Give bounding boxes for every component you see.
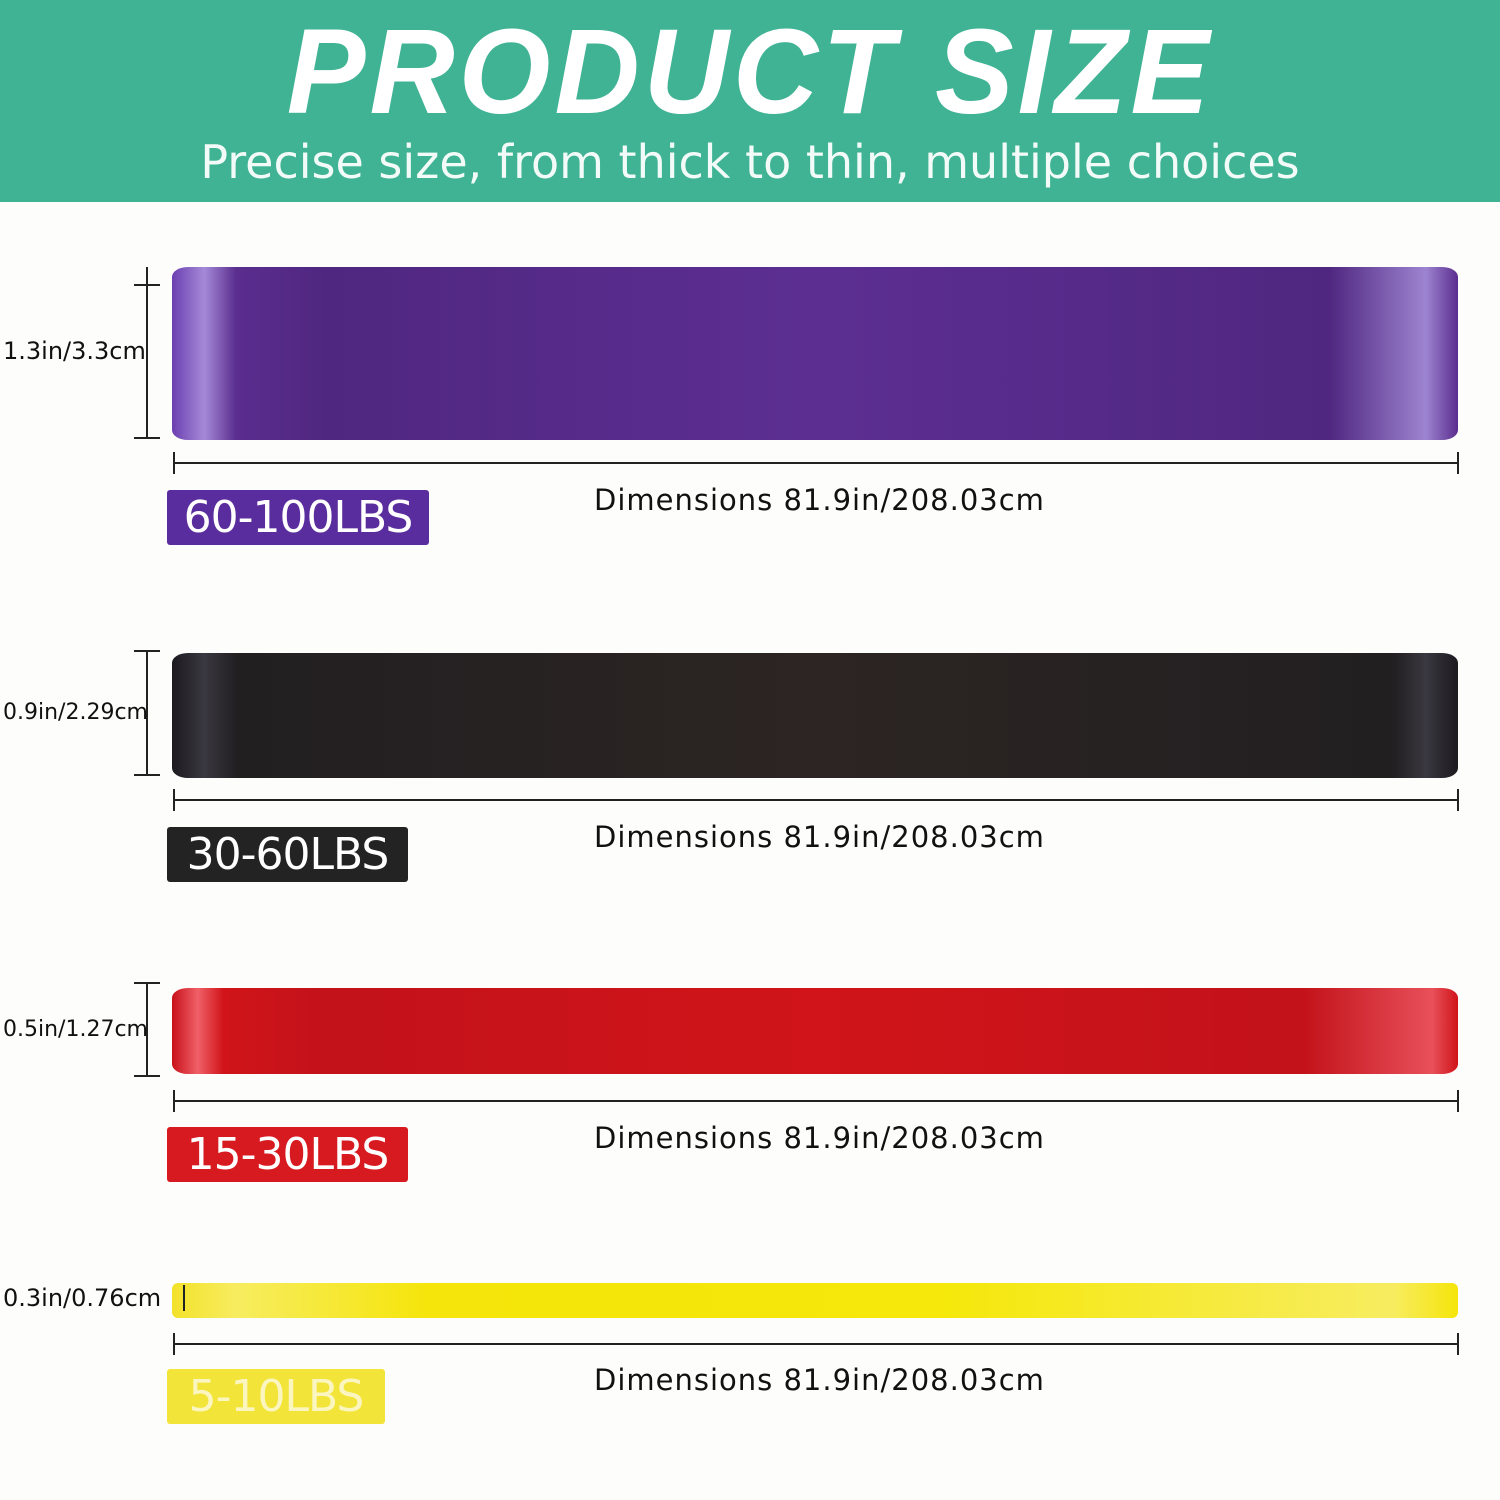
thickness-label: 0.5in/1.27cm	[3, 1017, 148, 1042]
black-band-image	[172, 653, 1458, 778]
yellow-band-image	[172, 1283, 1458, 1318]
length-marker-cap	[173, 452, 175, 474]
length-marker-cap	[173, 789, 175, 811]
length-marker-cap	[173, 1333, 175, 1355]
length-marker-cap	[1457, 1090, 1459, 1112]
length-marker	[174, 1343, 1458, 1345]
dimensions-label: Dimensions 81.9in/208.03cm	[594, 1121, 1045, 1155]
length-marker-cap	[1457, 1333, 1459, 1355]
thickness-marker	[146, 267, 148, 439]
thickness-label: 1.3in/3.3cm	[3, 337, 146, 365]
thickness-marker	[146, 650, 148, 776]
dimensions-label: Dimensions 81.9in/208.03cm	[594, 483, 1045, 517]
resistance-badge: 5-10LBS	[167, 1369, 385, 1424]
purple-band-image	[172, 267, 1458, 440]
length-marker	[174, 799, 1458, 801]
header-banner: PRODUCT SIZE Precise size, from thick to…	[0, 0, 1500, 202]
page-subtitle: Precise size, from thick to thin, multip…	[200, 135, 1300, 189]
resistance-badge: 60-100LBS	[167, 490, 429, 545]
thickness-label: 0.9in/2.29cm	[3, 700, 148, 725]
dimensions-label: Dimensions 81.9in/208.03cm	[594, 1363, 1045, 1397]
length-marker-cap	[1457, 789, 1459, 811]
dimensions-label: Dimensions 81.9in/208.03cm	[594, 820, 1045, 854]
thickness-marker-cap	[134, 1075, 160, 1077]
resistance-badge: 15-30LBS	[167, 1127, 408, 1182]
thickness-marker	[183, 1285, 185, 1311]
length-marker-cap	[1457, 452, 1459, 474]
resistance-badge: 30-60LBS	[167, 827, 408, 882]
thickness-marker-cap	[134, 774, 160, 776]
length-marker	[174, 1100, 1458, 1102]
page-title: PRODUCT SIZE	[286, 4, 1214, 140]
thickness-marker-cap	[134, 982, 160, 984]
thickness-marker-cap	[134, 437, 160, 439]
length-marker-cap	[173, 1090, 175, 1112]
length-marker	[174, 462, 1458, 464]
red-band-image	[172, 988, 1458, 1074]
thickness-marker	[146, 982, 148, 1076]
thickness-label: 0.3in/0.76cm	[3, 1284, 162, 1312]
thickness-marker-cap	[134, 650, 160, 652]
thickness-marker-cap	[134, 284, 160, 286]
